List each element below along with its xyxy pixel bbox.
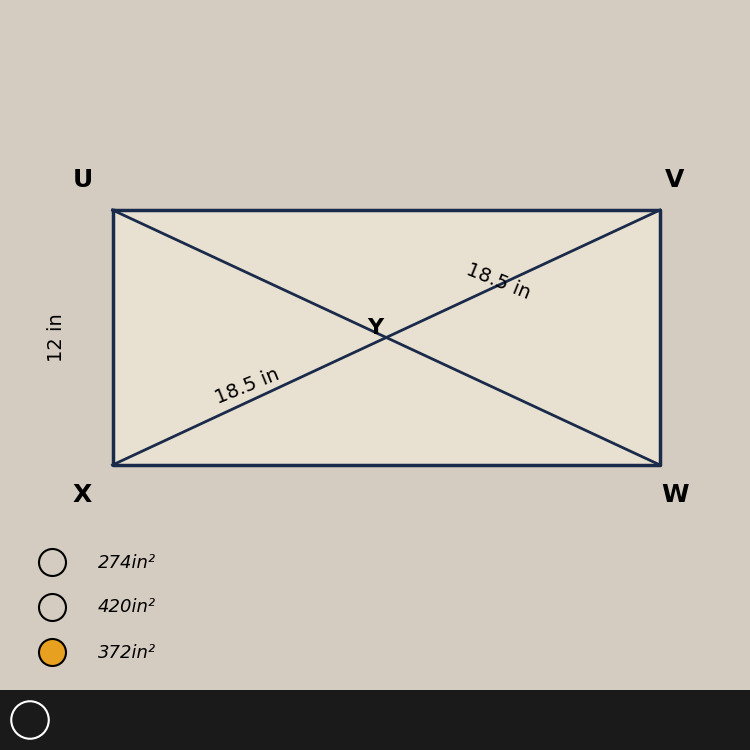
FancyBboxPatch shape [0, 690, 750, 750]
Circle shape [39, 639, 66, 666]
Text: X: X [73, 483, 92, 507]
Text: 420in²: 420in² [98, 598, 156, 616]
Text: W: W [662, 483, 688, 507]
FancyBboxPatch shape [0, 0, 750, 690]
Text: 274in²: 274in² [98, 554, 156, 572]
Polygon shape [112, 210, 660, 465]
Text: 18.5 in: 18.5 in [213, 364, 282, 408]
Text: 12 in: 12 in [46, 314, 66, 362]
Text: U: U [72, 168, 93, 192]
Text: 18.5 in: 18.5 in [464, 260, 533, 303]
Text: V: V [665, 168, 685, 192]
Text: Y: Y [367, 319, 383, 338]
Text: 372in²: 372in² [98, 644, 156, 662]
